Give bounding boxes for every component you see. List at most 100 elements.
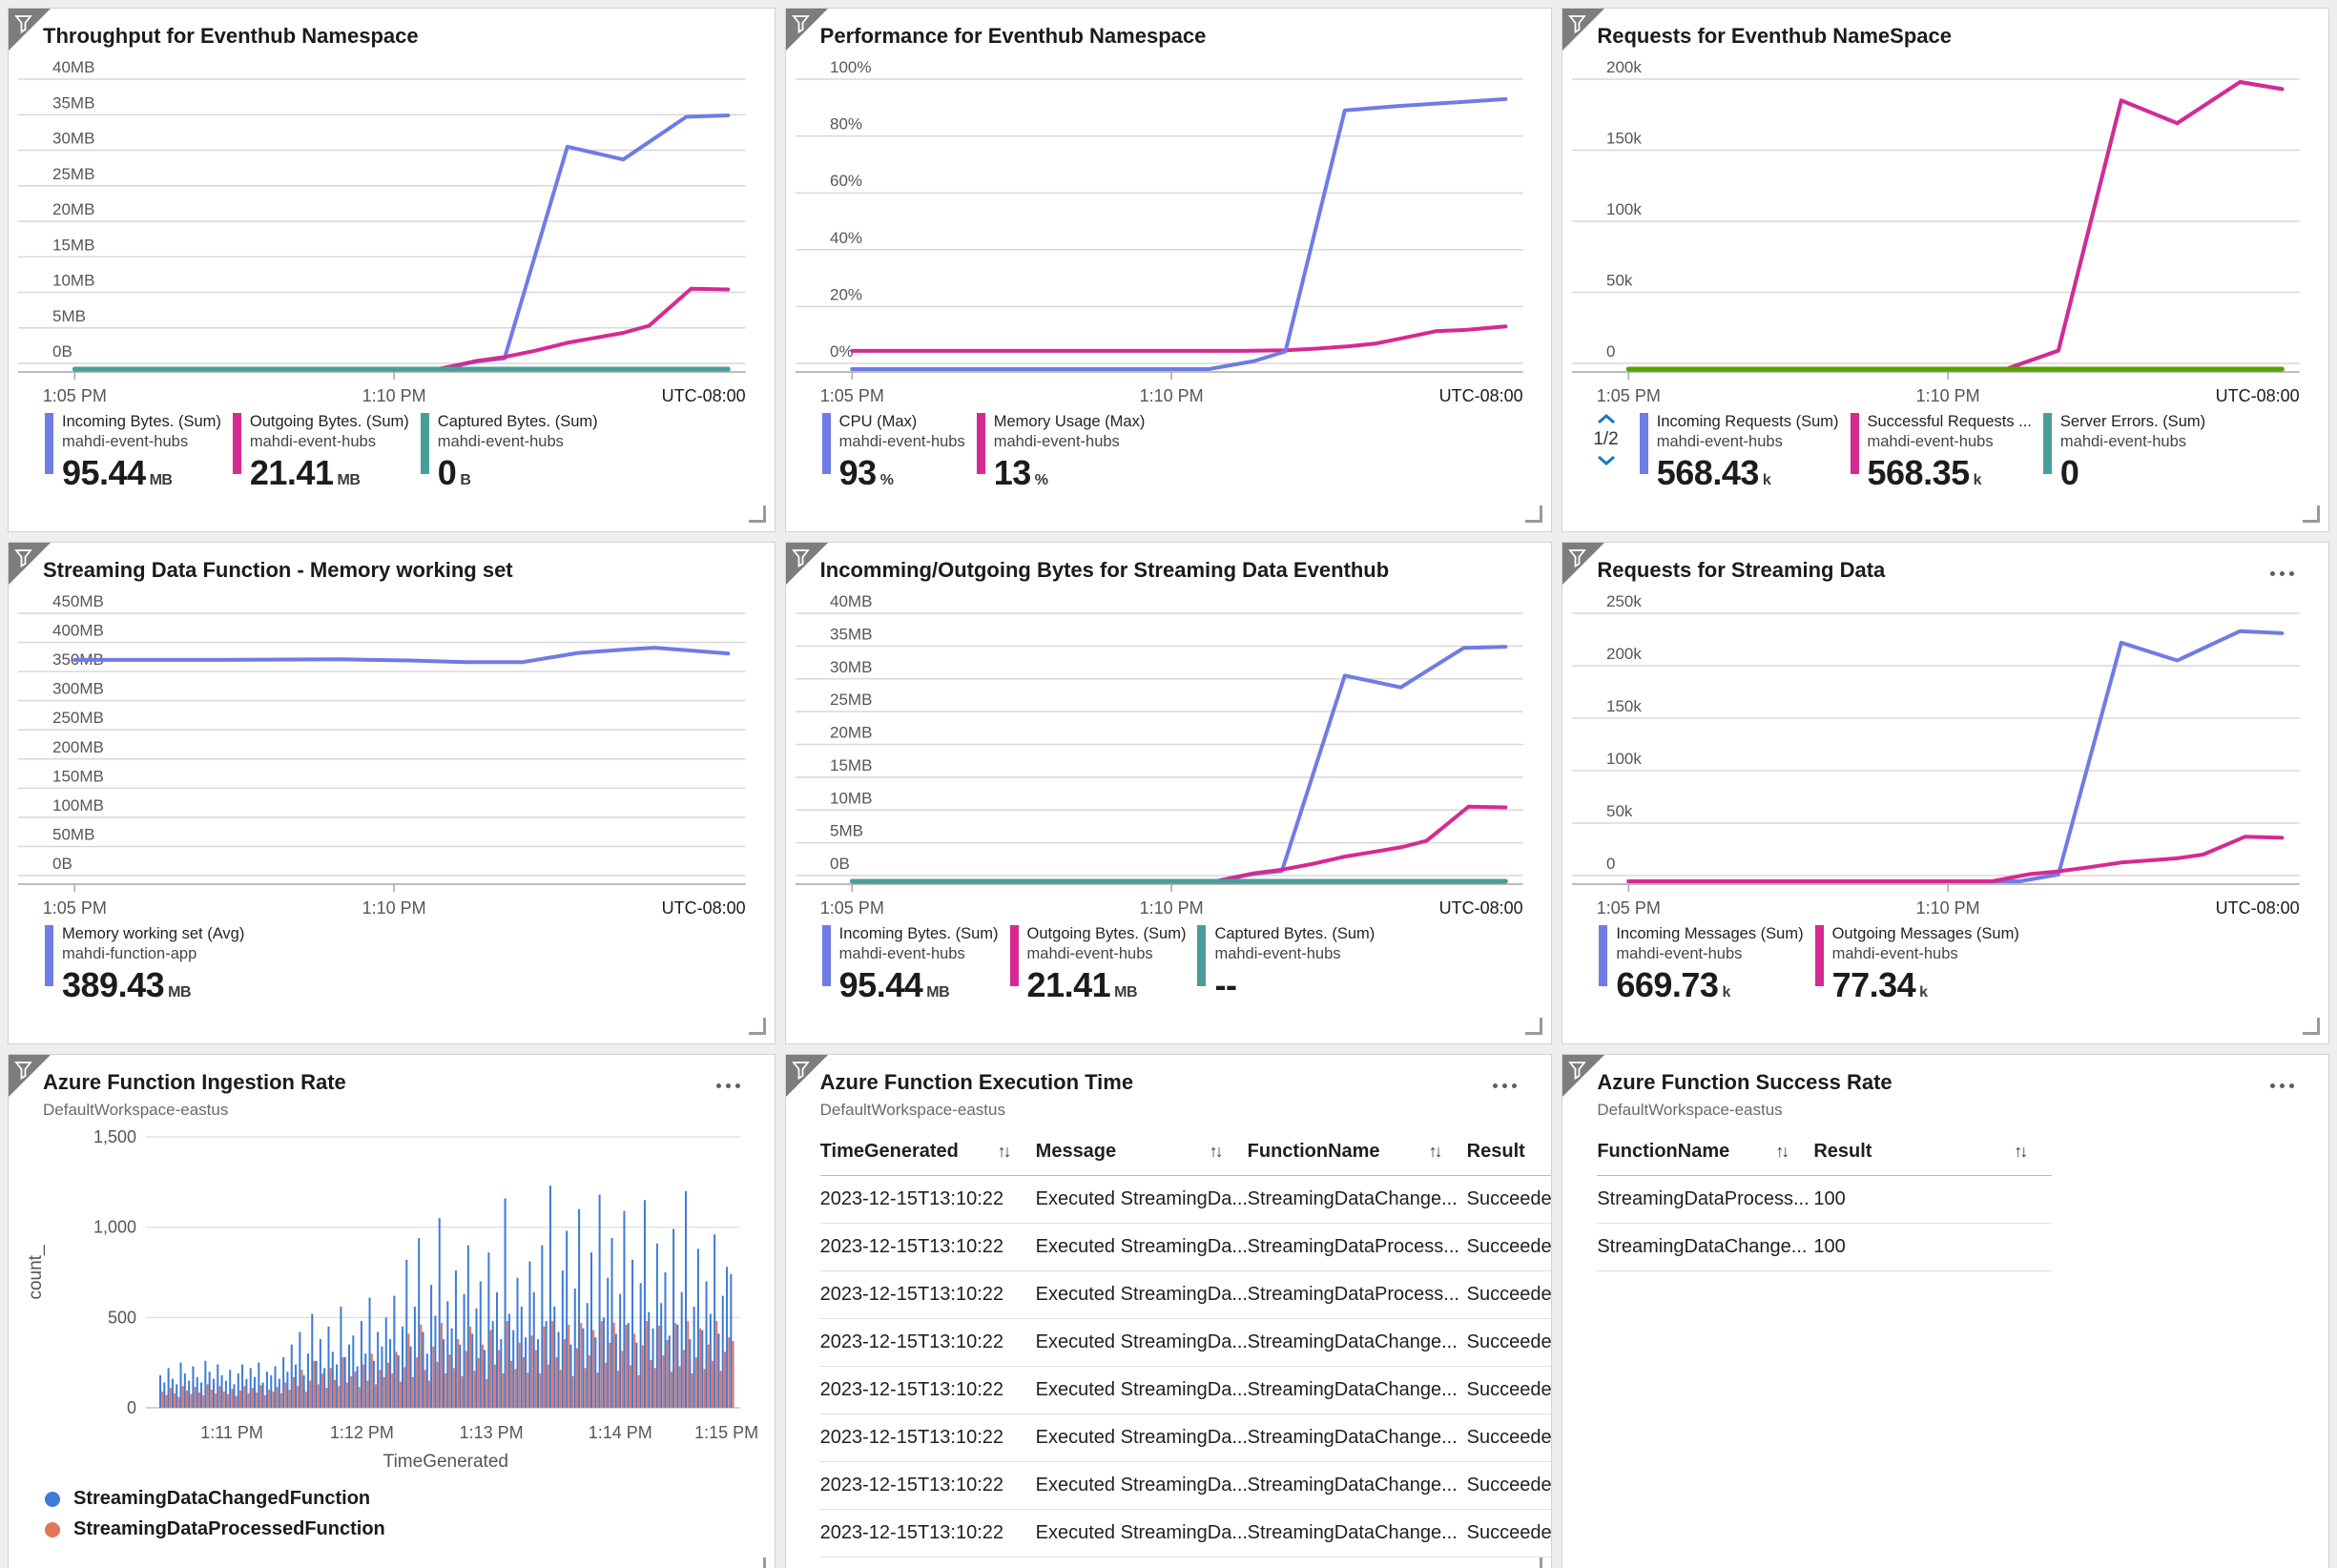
table-cell: Executed StreamingDa...: [1035, 1509, 1248, 1558]
column-header-functionname[interactable]: FunctionName ↑↓: [1597, 1131, 1814, 1176]
sort-icon[interactable]: ↑↓: [1209, 1142, 1224, 1161]
resize-handle[interactable]: [1525, 1018, 1543, 1035]
column-header-functionname[interactable]: FunctionName ↑↓: [1247, 1131, 1467, 1176]
column-header-message[interactable]: Message ↑↓: [1035, 1131, 1248, 1176]
legend-resource-label: mahdi-event-hubs: [1831, 945, 1958, 962]
column-header-result[interactable]: Result↑↓: [1466, 1131, 1552, 1176]
filter-badge-icon: [1562, 543, 1605, 590]
legend-metric-label: Memory Usage (Max): [993, 413, 1146, 430]
column-header-timegenerated[interactable]: TimeGenerated ↑↓: [819, 1131, 1036, 1176]
table-cell: Succeeded: [1466, 1270, 1552, 1319]
sort-icon[interactable]: ↑↓: [2014, 1142, 2028, 1161]
table-cell: Succeeded: [1466, 1223, 1552, 1271]
chevron-down-icon[interactable]: [1596, 455, 1617, 466]
resize-handle[interactable]: [749, 1558, 766, 1568]
legend-item[interactable]: CPU (Max) mahdi-event-hubs 93%: [821, 413, 965, 493]
svg-text:50k: 50k: [1606, 802, 1633, 820]
legend-resource-label: mahdi-event-hubs: [1616, 945, 1743, 962]
legend-item[interactable]: Memory Usage (Max) mahdi-event-hubs 13%: [976, 413, 1146, 493]
legend-metric-value: 669.73 k: [1616, 965, 1730, 1004]
data-table: TimeGenerated ↑↓ Message ↑↓ FunctionName ↑↓ Re…: [819, 1131, 1552, 1568]
column-header-result[interactable]: Result↑↓: [1813, 1131, 2053, 1176]
legend-item[interactable]: StreamingDataProcessedFunction: [45, 1518, 775, 1540]
legend-resource-label: mahdi-event-hubs: [2059, 433, 2186, 450]
sort-icon[interactable]: ↑↓: [1775, 1142, 1789, 1161]
svg-text:1:13 PM: 1:13 PM: [460, 1423, 524, 1442]
legend-item[interactable]: Outgoing Messages (Sum) mahdi-event-hubs 7…: [1814, 925, 2019, 1005]
line-chart[interactable]: 40MB 35MB 30MB 25MB 20MB 15MB 10MB 5MB 0B 1:05 PM…: [786, 583, 1552, 925]
legend-pager: 1/2: [1593, 413, 1619, 466]
table-cell: StreamingDataChange...: [1597, 1223, 1814, 1271]
resize-handle[interactable]: [748, 1018, 766, 1035]
legend-metric-value: --: [1214, 965, 1237, 1004]
legend-metric-unit: k: [1973, 472, 1982, 488]
resize-handle[interactable]: [2303, 505, 2320, 523]
legend-item[interactable]: Outgoing Bytes. (Sum) mahdi-event-hubs 21.…: [1009, 925, 1186, 1005]
line-chart[interactable]: 250k 200k 150k 100k 50k 0 1:05 PM 1:10 PM UTC-08…: [1562, 583, 2328, 925]
panel-title: Performance for Eventhub Namespace: [819, 24, 1207, 48]
svg-text:200k: 200k: [1606, 645, 1642, 663]
svg-text:250MB: 250MB: [52, 709, 104, 727]
sort-icon[interactable]: ↑↓: [997, 1142, 1012, 1161]
table-row[interactable]: StreamingDataChange... 100: [1597, 1223, 2053, 1271]
sort-icon[interactable]: ↑↓: [1428, 1142, 1443, 1161]
bar-chart[interactable]: 0 500 1,000 1,500 count_ 1:11 PM 1:12 PM 1:13 P…: [9, 1120, 775, 1486]
legend-item[interactable]: StreamingDataChangedFunction: [45, 1488, 775, 1510]
svg-text:TimeGenerated: TimeGenerated: [383, 1452, 508, 1472]
more-options-button[interactable]: [2265, 566, 2300, 582]
table-cell: StreamingDataChange...: [1247, 1366, 1467, 1414]
legend-item[interactable]: Incoming Requests (Sum) mahdi-event-hubs 5…: [1639, 413, 1839, 493]
legend-item[interactable]: Incoming Bytes. (Sum) mahdi-event-hubs 95.…: [45, 413, 221, 493]
legend-item[interactable]: Memory working set (Avg) mahdi-function-a…: [45, 925, 244, 1005]
resize-handle[interactable]: [748, 505, 766, 523]
resize-handle[interactable]: [1525, 505, 1543, 523]
table-cell: Succeeded: [1466, 1461, 1552, 1510]
legend-item[interactable]: Incoming Bytes. (Sum) mahdi-event-hubs 95.…: [821, 925, 999, 1005]
svg-text:50MB: 50MB: [52, 825, 94, 843]
legend-item[interactable]: Successful Requests ... mahdi-event-hubs 5…: [1850, 413, 2032, 493]
legend-metric-value: 21.41 MB: [249, 453, 361, 492]
line-chart[interactable]: 450MB 400MB 350MB 300MB 250MB 200MB 150MB 100MB…: [9, 583, 775, 925]
legend-item[interactable]: Outgoing Bytes. (Sum) mahdi-event-hubs 21.…: [232, 413, 409, 493]
legend-resource-label: mahdi-event-hubs: [437, 433, 564, 450]
svg-text:35MB: 35MB: [830, 625, 872, 643]
line-chart[interactable]: 100% 80% 60% 40% 20% 0% 1:05 PM 1:10 PM UTC-08:0…: [786, 49, 1552, 413]
panel-function-memory-working-set: Streaming Data Function - Memory working…: [8, 542, 776, 1044]
panel-requests-eventhub-namespace: Requests for Eventhub NameSpace 200k 150k…: [1561, 8, 2329, 532]
panel-throughput-eventhub-namespace: Throughput for Eventhub Namespace 40MB 35…: [8, 8, 776, 532]
legend-item[interactable]: Server Errors. (Sum) mahdi-event-hubs 0: [2042, 413, 2205, 493]
legend-item[interactable]: Captured Bytes. (Sum) mahdi-event-hubs --: [1197, 925, 1375, 1005]
legend-item[interactable]: Captured Bytes. (Sum) mahdi-event-hubs 0 B: [420, 413, 598, 493]
resize-handle[interactable]: [2303, 1018, 2320, 1035]
resize-handle[interactable]: [1525, 1558, 1543, 1568]
svg-text:5MB: 5MB: [830, 822, 863, 840]
legend-color-bar: [1639, 413, 1648, 474]
legend-resource-label: mahdi-event-hubs: [1656, 433, 1783, 450]
table-cell: StreamingDataChange...: [1247, 1175, 1467, 1224]
more-options-button[interactable]: [2265, 1078, 2300, 1094]
legend-metric-label: Incoming Bytes. (Sum): [62, 413, 221, 430]
chevron-up-icon[interactable]: [1596, 413, 1617, 424]
more-options-button[interactable]: [711, 1078, 746, 1094]
legend-metric-value: 568.35 k: [1867, 453, 1982, 492]
legend-metric-label: Incoming Bytes. (Sum): [838, 925, 999, 942]
svg-text:20MB: 20MB: [830, 724, 872, 742]
more-options-button[interactable]: [1487, 1078, 1522, 1094]
line-chart[interactable]: 40MB 35MB 30MB 25MB 20MB 15MB 10MB 5MB 0B 1:05 PM…: [9, 49, 775, 413]
table-row[interactable]: StreamingDataProcess... 100: [1597, 1175, 2053, 1224]
legend-item[interactable]: Incoming Messages (Sum) mahdi-event-hubs 6…: [1599, 925, 1804, 1005]
legend-resource-label: mahdi-event-hubs: [838, 945, 965, 962]
line-chart[interactable]: 200k 150k 100k 50k 0 1:05 PM 1:10 PM UTC-08:00: [1562, 49, 2328, 413]
legend-series-label: StreamingDataProcessedFunction: [73, 1518, 385, 1539]
panel-azure-function-success-rate: Azure Function Success Rate DefaultWorks…: [1561, 1054, 2329, 1568]
